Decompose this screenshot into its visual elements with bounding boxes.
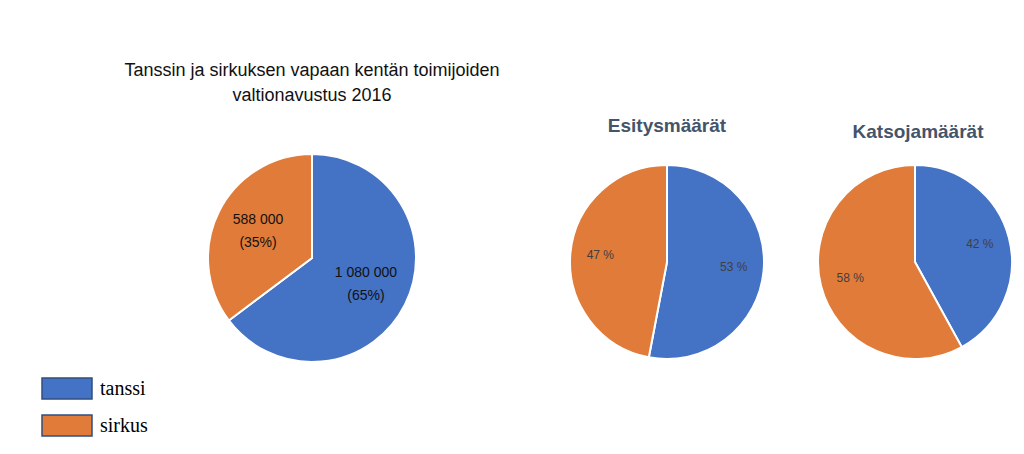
title-line: Katsojamäärät [853,121,985,142]
pie-chart: Tanssin ja sirkuksen vapaan kentän toimi… [124,60,499,362]
chart-title: Tanssin ja sirkuksen vapaan kentän toimi… [124,60,499,105]
data-labels: 1 080 000 (65%) 588 000 (35%) [233,210,398,303]
data-label: 58 % [836,271,864,285]
legend-swatch [42,378,92,399]
pie-slice [570,165,667,357]
data-label-line: 1 080 000 [335,264,397,280]
data-label: 588 000 (35%) [233,210,284,249]
data-label-line: 58 % [836,271,864,285]
slices [570,165,764,359]
pie-slice [818,165,962,359]
slices [208,154,416,362]
legend-item: tanssi [42,377,146,399]
data-label-line: 53 % [720,260,748,274]
data-labels: 42 % 58 % [836,238,993,285]
pie-chart: Katsojamäärät 42 % 58 % [818,121,1012,359]
data-label: 42 % [966,238,994,252]
chart-canvas: Tanssin ja sirkuksen vapaan kentän toimi… [0,0,1024,454]
pie-chart: Esitysmäärät 53 % 47 % [570,115,764,359]
data-label-line: 42 % [966,238,994,252]
title-line: Esitysmäärät [608,115,727,136]
data-label-line: (65%) [347,287,384,303]
title-line: Tanssin ja sirkuksen vapaan kentän toimi… [124,60,499,80]
data-label-line: (35%) [239,233,276,249]
chart-title: Katsojamäärät [853,121,985,142]
legend-item: sirkus [42,414,148,436]
legend: tanssi sirkus [42,377,148,436]
title-line: valtionavustus 2016 [232,85,391,105]
chart-title: Esitysmäärät [608,115,727,136]
legend-label: tanssi [100,377,146,399]
data-label: 1 080 000 (65%) [335,264,397,303]
background [0,0,1024,454]
data-label-line: 588 000 [233,210,284,226]
pie-slice [208,154,312,320]
data-labels: 53 % 47 % [587,248,748,275]
data-label: 47 % [587,248,615,262]
data-label: 53 % [720,260,748,274]
legend-label: sirkus [100,414,148,436]
slices [818,165,1012,359]
legend-swatch [42,415,92,436]
data-label-line: 47 % [587,248,615,262]
